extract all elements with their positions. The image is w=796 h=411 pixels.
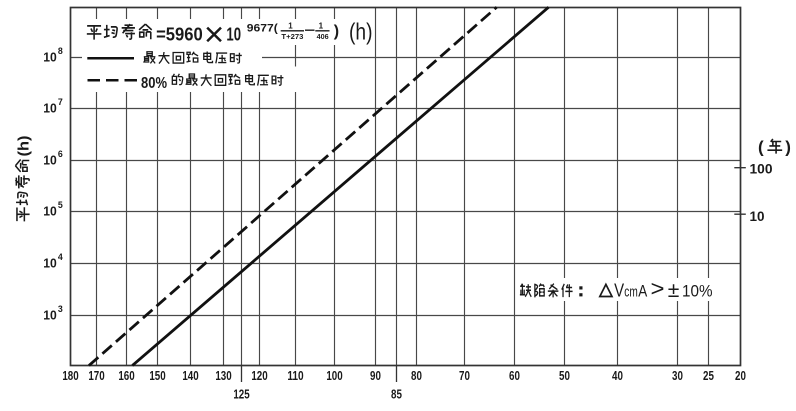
svg-text:140: 140: [182, 369, 198, 383]
svg-text:10%: 10%: [682, 282, 713, 300]
svg-text:>: >: [651, 276, 665, 301]
svg-text:40: 40: [612, 369, 623, 383]
svg-text:10: 10: [43, 308, 57, 323]
svg-text:10: 10: [226, 24, 241, 45]
svg-text:=5960: =5960: [156, 24, 203, 45]
svg-text:90: 90: [370, 369, 381, 383]
svg-text:85: 85: [391, 388, 402, 402]
svg-text:8: 8: [58, 46, 63, 56]
svg-text:50: 50: [559, 369, 570, 383]
svg-text:70: 70: [459, 369, 470, 383]
svg-text:130: 130: [215, 369, 231, 383]
svg-text:): ): [785, 138, 791, 157]
svg-text:160: 160: [118, 369, 134, 383]
svg-text:1: 1: [288, 22, 293, 31]
svg-text:3: 3: [58, 304, 63, 314]
svg-text:9677(: 9677(: [247, 23, 278, 35]
svg-text:T+273: T+273: [281, 32, 303, 41]
svg-text:10: 10: [750, 208, 765, 224]
svg-text:80%: 80%: [141, 75, 167, 92]
svg-text:170: 170: [88, 369, 104, 383]
svg-text:(h): (h): [16, 135, 33, 156]
svg-text:20: 20: [735, 369, 746, 383]
svg-text:406: 406: [317, 32, 329, 41]
svg-text:150: 150: [149, 369, 165, 383]
svg-text:10: 10: [43, 101, 57, 116]
svg-text:10: 10: [43, 50, 57, 65]
svg-text:180: 180: [62, 369, 78, 383]
svg-text:120: 120: [251, 369, 267, 383]
svg-text:6: 6: [58, 149, 63, 159]
svg-text:V: V: [614, 280, 624, 300]
svg-text:(: (: [758, 138, 764, 157]
svg-text:10: 10: [43, 153, 57, 168]
svg-text:30: 30: [672, 369, 683, 383]
svg-text:±: ±: [668, 279, 680, 302]
svg-text:110: 110: [287, 369, 303, 383]
svg-text:125: 125: [233, 388, 249, 402]
svg-text:(h): (h): [349, 18, 373, 44]
svg-text:): ): [334, 23, 339, 40]
svg-text:10: 10: [43, 204, 57, 219]
svg-text:60: 60: [509, 369, 520, 383]
svg-text:5: 5: [58, 200, 63, 210]
svg-text:80: 80: [411, 369, 422, 383]
svg-text:10: 10: [43, 256, 57, 271]
svg-text:4: 4: [58, 252, 63, 262]
svg-text:25: 25: [703, 369, 714, 383]
svg-text:cm: cm: [624, 284, 638, 300]
svg-text:100: 100: [750, 160, 773, 176]
svg-text:1: 1: [319, 22, 324, 31]
svg-text:7: 7: [58, 97, 63, 107]
svg-text:A: A: [638, 281, 648, 300]
svg-text:100: 100: [326, 369, 342, 383]
